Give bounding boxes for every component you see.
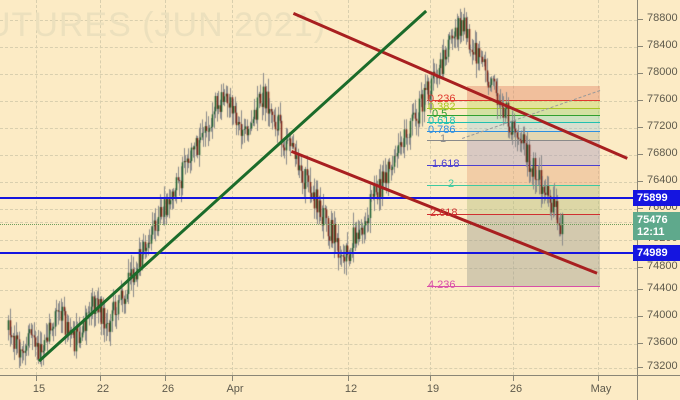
tick-mark xyxy=(232,376,233,381)
tick-mark xyxy=(638,367,643,368)
support-line[interactable] xyxy=(0,252,637,254)
price-axis-tick-label: 78400 xyxy=(647,39,678,51)
tick-mark xyxy=(638,100,643,101)
time-axis-tick-label: 19 xyxy=(426,383,440,395)
fibonacci-label: 4.236 xyxy=(428,279,456,291)
tick-mark xyxy=(638,46,643,47)
last-price-badge[interactable]: 75476 12:11 xyxy=(633,212,680,240)
time-axis[interactable]: 15 22 26 Apr 12 19 26 May xyxy=(0,375,637,400)
tick-mark xyxy=(36,376,37,381)
price-axis-tick-label: 73200 xyxy=(647,360,678,372)
price-axis-tick-label: 74000 xyxy=(647,309,678,321)
price-axis-tick-label: 73600 xyxy=(647,336,678,348)
lower-blue-price-badge[interactable]: 74989 xyxy=(633,245,680,261)
price-axis-tick-label: 77200 xyxy=(647,120,678,132)
fibonacci-label: 0.5 xyxy=(432,108,448,120)
tick-mark xyxy=(638,127,643,128)
fibonacci-label: 0.786 xyxy=(428,124,456,136)
time-axis-tick-label: May xyxy=(590,383,612,395)
tick-mark xyxy=(513,376,514,381)
fibonacci-label: 0.618 xyxy=(428,115,456,127)
last-price-line[interactable] xyxy=(0,224,637,225)
time-axis-tick-label: 26 xyxy=(509,383,523,395)
price-axis-tick-label: 78800 xyxy=(647,12,678,24)
axis-corner xyxy=(637,375,680,400)
fibonacci-label: 0.236 xyxy=(428,93,456,105)
time-axis-tick-label: 22 xyxy=(96,383,110,395)
price-badge-time: 12:11 xyxy=(637,226,665,238)
fibonacci-label: 2 xyxy=(448,178,455,190)
fibonacci-label: 0.382 xyxy=(428,101,456,113)
fibonacci-label: 2.618 xyxy=(430,207,458,219)
time-axis-tick-label: 26 xyxy=(161,383,175,395)
candlestick-series xyxy=(0,0,637,375)
fibonacci-label: 1.618 xyxy=(432,158,460,170)
tick-mark xyxy=(348,376,349,381)
tick-mark xyxy=(165,376,166,381)
fibonacci-label: 1 xyxy=(440,133,447,145)
tick-mark xyxy=(638,208,643,209)
upper-blue-price-badge[interactable]: 75899 xyxy=(633,190,680,206)
tick-mark xyxy=(638,267,643,268)
tick-mark xyxy=(638,154,643,155)
price-axis-tick-label: 74400 xyxy=(647,282,678,294)
tick-mark xyxy=(638,289,643,290)
tick-mark xyxy=(638,343,643,344)
tick-mark xyxy=(598,376,599,381)
time-axis-tick-label: 12 xyxy=(344,383,358,395)
tick-mark xyxy=(638,19,643,20)
price-axis-tick-label: 78000 xyxy=(647,66,678,78)
price-axis[interactable]: 78800 78400 78000 77600 77200 76800 76400 76000… xyxy=(633,0,680,375)
time-axis-tick-label: Apr xyxy=(226,383,244,395)
resistance-line[interactable] xyxy=(0,197,637,199)
price-axis-tick-label: 76800 xyxy=(647,147,678,159)
time-axis-tick-label: 15 xyxy=(32,383,46,395)
price-axis-tick-label: 77600 xyxy=(647,93,678,105)
tick-mark xyxy=(638,181,643,182)
price-badge-value: 75476 xyxy=(637,214,668,226)
price-badge-value: 74989 xyxy=(637,247,668,259)
price-axis-tick-label: 74800 xyxy=(647,260,678,272)
tick-mark xyxy=(638,316,643,317)
tick-mark xyxy=(100,376,101,381)
price-axis-tick-label: 76400 xyxy=(647,174,678,186)
tick-mark xyxy=(430,376,431,381)
price-badge-value: 75899 xyxy=(637,192,668,204)
chart-plot-area[interactable]: UTURES (JUN 2021) 0.2360.3820.50.6180.78… xyxy=(0,0,637,375)
tick-mark xyxy=(638,73,643,74)
